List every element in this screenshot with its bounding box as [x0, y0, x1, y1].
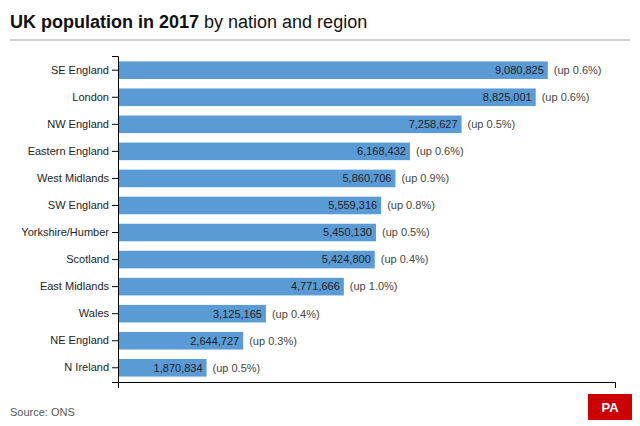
y-tick-label: East Midlands	[40, 280, 110, 292]
badge: PA	[588, 394, 632, 420]
value-label: 9,080,825	[495, 64, 544, 76]
subtitle: by nation and region	[204, 12, 367, 32]
y-tick: West Midlands	[37, 172, 118, 184]
change-label: (up 0.5%)	[382, 226, 430, 238]
title-bold: UK population in 2017	[10, 12, 199, 32]
y-tick-mark	[112, 232, 118, 233]
y-tick-label: Scotland	[66, 253, 109, 265]
y-tick: NW England	[47, 118, 118, 130]
bar	[118, 359, 207, 377]
y-tick-mark	[112, 205, 118, 206]
y-tick-label: NW England	[47, 118, 109, 130]
y-tick: SE England	[51, 64, 118, 76]
y-tick-mark	[112, 178, 118, 179]
y-tick: London	[72, 91, 118, 103]
y-tick: N Ireland	[64, 361, 118, 373]
chart-svg: UK population in 2017by nation and regio…	[0, 0, 640, 426]
y-tick-label: West Midlands	[37, 172, 109, 184]
change-label: (up 0.4%)	[381, 253, 429, 265]
bar	[118, 332, 243, 350]
value-label: 5,860,706	[342, 172, 391, 184]
change-label: (up 0.4%)	[272, 308, 320, 320]
y-tick: Yorkshire/Humber	[21, 226, 118, 238]
change-label: (up 0.6%)	[416, 145, 464, 157]
y-tick-mark	[112, 367, 118, 368]
bar	[118, 143, 410, 161]
value-label: 7,258,627	[409, 118, 458, 130]
title: UK population in 2017by nation and regio…	[10, 12, 367, 32]
y-tick: Scotland	[66, 253, 118, 265]
change-label: (up 0.3%)	[249, 335, 297, 347]
y-tick-mark	[112, 151, 118, 152]
y-tick: SW England	[48, 199, 118, 211]
y-tick-label: Wales	[79, 307, 110, 319]
data-labels: 9,080,825 8,825,001 7,258,627 6,168,432 5,86…	[154, 64, 602, 374]
y-tick-mark	[112, 124, 118, 125]
y-tick-label: SE England	[51, 64, 109, 76]
x-axis-line	[119, 383, 616, 389]
value-label: 2,644,727	[190, 335, 239, 347]
y-tick-label: Yorkshire/Humber	[21, 226, 109, 238]
bar	[118, 278, 344, 296]
bar	[118, 61, 548, 79]
badge-box	[588, 394, 632, 420]
bar	[118, 251, 375, 269]
y-tick-label: SW England	[48, 199, 109, 211]
bar	[118, 197, 381, 215]
change-label: (up 1.0%)	[350, 280, 398, 292]
value-label: 8,825,001	[483, 91, 532, 103]
y-tick-label: NE England	[50, 334, 109, 346]
y-tick-label: Eastern England	[28, 145, 109, 157]
value-label: 3,125,165	[213, 308, 262, 320]
value-label: 5,424,800	[322, 253, 371, 265]
value-label: 4,771,666	[291, 280, 340, 292]
y-tick-mark	[112, 97, 118, 98]
y-tick-mark	[112, 259, 118, 260]
bars	[118, 61, 548, 376]
title-rule	[10, 40, 630, 41]
y-tick-label: London	[72, 91, 109, 103]
bar	[118, 224, 376, 242]
bar	[118, 305, 266, 323]
y-tick-mark	[112, 70, 118, 71]
y-tick: Eastern England	[28, 145, 118, 157]
value-label: 1,870,834	[154, 362, 203, 374]
bar	[118, 88, 536, 106]
y-tick-mark	[112, 340, 118, 341]
bar	[118, 116, 462, 134]
change-label: (up 0.9%)	[401, 172, 449, 184]
bar	[118, 170, 395, 188]
source: Source: ONS	[10, 406, 75, 418]
value-label: 6,168,432	[357, 145, 406, 157]
change-label: (up 0.6%)	[542, 91, 590, 103]
change-label: (up 0.8%)	[387, 199, 435, 211]
y-axis-line	[112, 57, 119, 383]
y-tick-mark	[112, 286, 118, 287]
change-label: (up 0.6%)	[554, 64, 602, 76]
y-axis: SE England London NW England Eastern Englan…	[21, 57, 118, 383]
y-tick: East Midlands	[40, 280, 118, 292]
change-label: (up 0.5%)	[213, 362, 261, 374]
y-tick: Wales	[79, 307, 118, 319]
change-label: (up 0.5%)	[468, 118, 516, 130]
value-label: 5,450,130	[323, 226, 372, 238]
plot: SE England London NW England Eastern Englan…	[21, 57, 615, 389]
y-tick-label: N Ireland	[64, 361, 109, 373]
y-tick-mark	[112, 313, 118, 314]
x-axis	[119, 383, 616, 389]
badge-label: PA	[601, 400, 619, 415]
y-tick: NE England	[50, 334, 118, 346]
value-label: 5,559,316	[328, 199, 377, 211]
